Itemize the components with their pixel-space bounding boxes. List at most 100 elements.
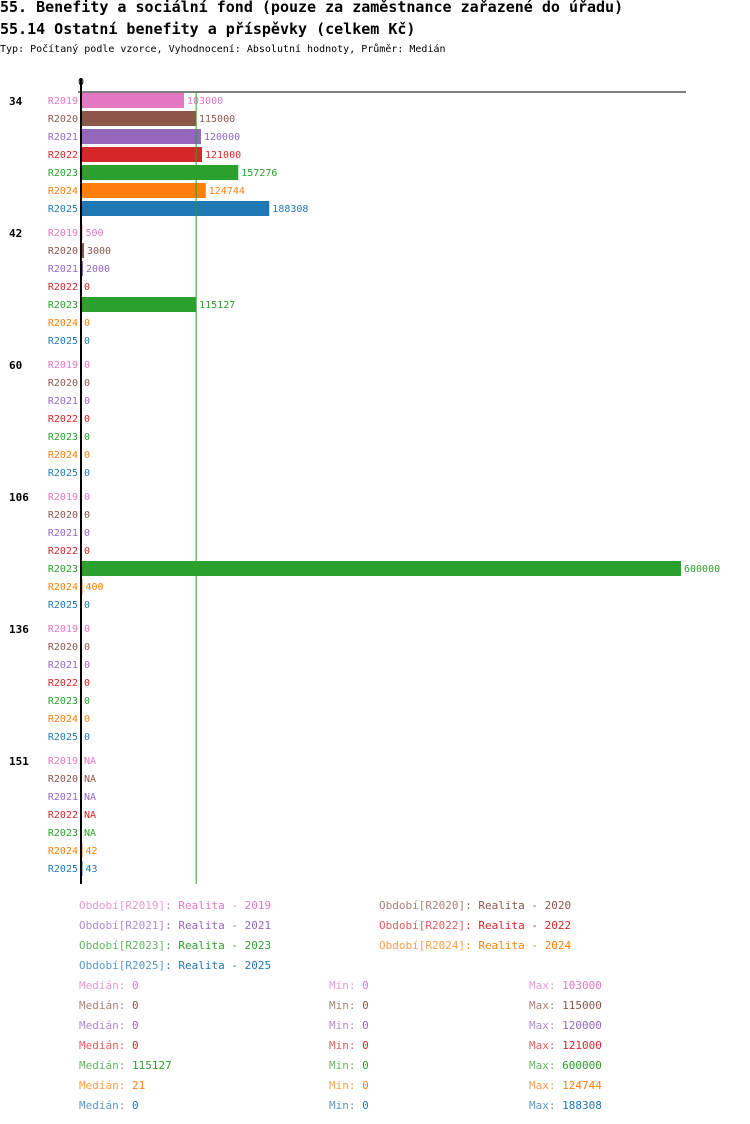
legend-min-R2024: Min: 0 [329,1079,369,1092]
legend-min-R2025: Min: 0 [329,1099,369,1112]
data-label: 0 [84,432,90,443]
legend-max-key: Max: [529,1079,556,1092]
legend-period-R2025: Období[R2025]: Realita - 2025 [79,959,271,972]
legend-median-R2023: Medián: 115127 [79,1059,172,1072]
legend-period-key: Období [379,939,419,952]
legend-period-key: Období [79,959,119,972]
bar [81,147,202,162]
legend-period-code: [R2021] [118,919,166,932]
series-label: R2023 [48,300,78,311]
legend-max-key: Max: [529,1059,556,1072]
legend-period-R2022: Období[R2022]: Realita - 2022 [379,919,571,932]
data-label: NA [84,792,96,803]
series-label: R2022 [48,810,78,821]
legend-median-value: 115127 [131,1059,172,1072]
series-label: R2020 [48,378,78,389]
legend-period-key: Období [379,899,419,912]
data-label: 115127 [199,300,235,311]
data-label: 2000 [86,264,110,275]
bar [81,93,184,108]
legend-median-key: Medián: [79,1039,126,1052]
series-label: R2024 [48,186,78,197]
legend-median-R2025: Medián: 0 [79,1099,139,1112]
series-label: R2025 [48,600,78,611]
data-label: 115000 [199,114,235,125]
legend-max-value: 120000 [562,1019,602,1032]
data-label: 0 [84,378,90,389]
bar [81,129,201,144]
data-label: 0 [84,714,90,725]
series-label: R2019 [48,228,78,239]
legend-period-R2021: Období[R2021]: Realita - 2021 [79,919,271,932]
legend-period-desc: : Realita - 2020 [465,899,572,912]
data-label: 600000 [684,564,720,575]
data-label: 0 [84,282,90,293]
legend-min-R2019: Min: 0 [329,979,369,992]
series-label: R2022 [48,414,78,425]
data-label: 157276 [241,168,277,179]
chart-title: 55. Benefity a sociální fond (pouze za z… [0,0,624,16]
chart-type-line: Typ: Počítaný podle vzorce, Vyhodnocení:… [0,44,446,55]
legend-max-R2025: Max: 188308 [529,1099,602,1112]
data-label: 0 [84,678,90,689]
legend-min-key: Min: [329,979,356,992]
data-label: NA [84,774,96,785]
legend-median-key: Medián: [79,1059,126,1072]
legend-max-value: 124744 [562,1079,602,1092]
series-label: R2021 [48,264,78,275]
legend-max-R2021: Max: 120000 [529,1019,602,1032]
series-label: R2021 [48,792,78,803]
legend-median-R2024: Medián: 21 [79,1079,145,1092]
legend-period-R2020: Období[R2020]: Realita - 2020 [379,899,571,912]
data-label: 0 [84,528,90,539]
data-label: 0 [84,396,90,407]
bar [81,297,197,312]
legend-max-R2022: Max: 121000 [529,1039,602,1052]
legend-min-key: Min: [329,1079,356,1092]
data-label: 3000 [87,246,111,257]
data-label: 0 [84,414,90,425]
series-label: R2019 [48,756,78,767]
legend-period-code: [R2019] [118,899,166,912]
legend-max-value: 600000 [562,1059,602,1072]
data-label: 0 [84,546,90,557]
series-label: R2025 [48,732,78,743]
legend-min-value: 0 [362,979,369,992]
bar [81,165,239,180]
legend-max-key: Max: [529,1019,556,1032]
legend-min-R2023: Min: 0 [329,1059,369,1072]
data-label: 0 [84,318,90,329]
data-label: 188308 [272,204,308,215]
series-label: R2023 [48,828,78,839]
legend-max-R2023: Max: 600000 [529,1059,602,1072]
legend-min-R2020: Min: 0 [329,999,369,1012]
legend-min-value: 0 [362,1039,369,1052]
data-label: 0 [84,624,90,635]
legend-period-key: Období [79,919,119,932]
data-label: NA [84,756,96,767]
series-label: R2022 [48,678,78,689]
group-label: 42 [9,227,22,240]
data-label: 0 [84,360,90,371]
data-label: 0 [84,732,90,743]
legend-min-value: 0 [362,1059,369,1072]
series-label: R2021 [48,396,78,407]
group-label: 34 [9,95,23,108]
legend-period-key: Období [79,939,119,952]
legend-median-key: Medián: [79,999,126,1012]
data-label: 0 [84,642,90,653]
series-label: R2025 [48,468,78,479]
legend-median-value: 0 [131,979,139,992]
legend-median-key: Medián: [79,1099,126,1112]
bar [81,561,681,576]
legend-min-value: 0 [362,1019,369,1032]
data-label: 124744 [209,186,245,197]
legend-period-code: [R2022] [418,919,466,932]
group-label: 60 [9,359,22,372]
legend-min-key: Min: [329,1099,356,1112]
legend-median-key: Medián: [79,979,126,992]
series-label: R2023 [48,696,78,707]
legend-period-R2023: Období[R2023]: Realita - 2023 [79,939,271,952]
data-label: 103000 [187,96,223,107]
series-label: R2024 [48,714,78,725]
